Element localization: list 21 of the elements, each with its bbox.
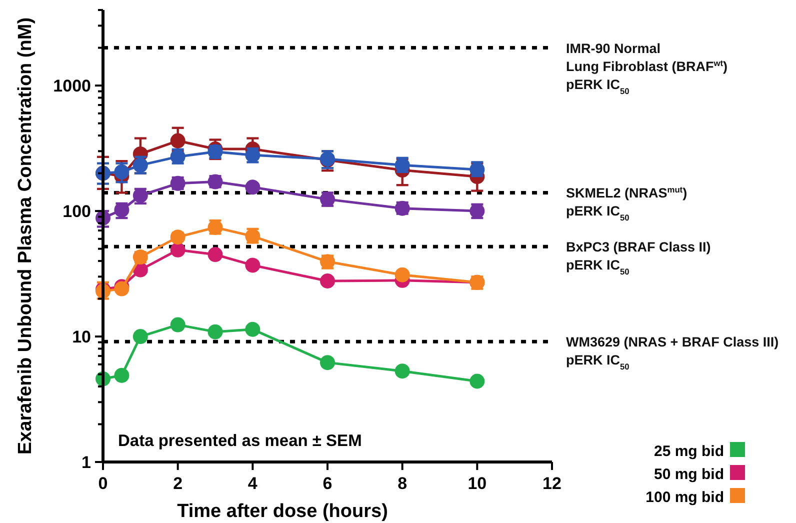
y-tick-label: 100 <box>62 202 91 222</box>
y-axis-title: Exarafenib Unbound Plasma Concentration (nM) <box>15 17 36 455</box>
legend-label: 25 mg bid <box>654 443 724 460</box>
text: IMR-90 Normal Lung Fibroblast (BRAF$^{wt}$) pERK IC$_{50}$ <box>566 40 728 96</box>
x-tick-label: 4 <box>248 474 258 493</box>
x-axis-title: Time after dose (hours) <box>177 501 388 522</box>
x-tick-label: 0 <box>98 474 108 493</box>
x-tick-label: 6 <box>322 474 332 493</box>
text: SKMEL2 (NRAS$^{mut}$) pERK IC$_{50}$ <box>566 184 688 223</box>
y-tick-label: 1000 <box>53 76 91 96</box>
legend-label: 100 mg bid <box>646 489 724 506</box>
y-tick-label: 1 <box>82 453 91 472</box>
x-tick-label: 10 <box>468 474 487 493</box>
legend-label: 50 mg bid <box>654 466 724 483</box>
x-tick-label: 8 <box>398 474 408 493</box>
x-tick-label: 12 <box>542 474 562 493</box>
ref-line-label: BxPC3 (BRAF Class II) pERK IC$_{50}$ <box>566 240 711 277</box>
annotation: Data presented as mean ± SEM <box>118 432 362 450</box>
x-tick-label: 2 <box>173 474 183 493</box>
ref-line-label: WM3629 (NRAS + BRAF Class III) pERK IC$_{50}$ <box>566 334 779 372</box>
y-tick-label: 10 <box>72 328 91 347</box>
